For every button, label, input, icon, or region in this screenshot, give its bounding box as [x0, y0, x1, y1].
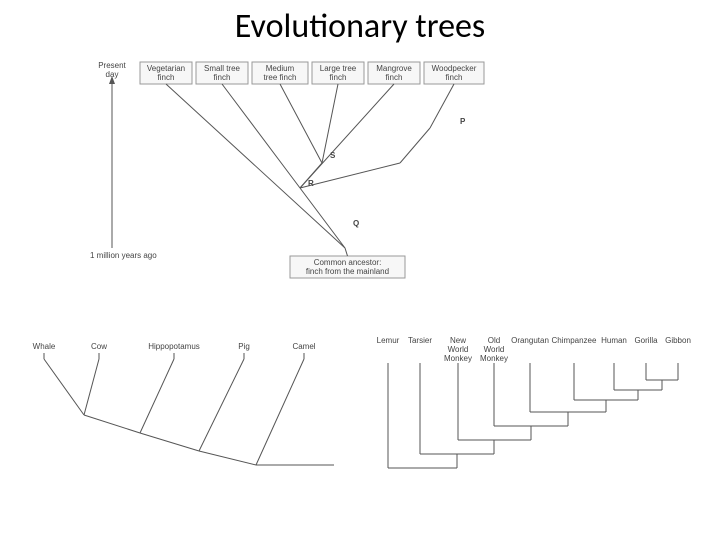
mammal-leaf-label: Hippopotamus: [148, 342, 200, 351]
primate-tree-diagram: Lemur Tarsier NewWorldMonkey OldWorldMonkey…: [370, 320, 700, 485]
finch-leaf-label: Mediumtree finch: [264, 64, 297, 82]
axis-top-label: Presentday: [98, 61, 126, 79]
primate-leaf-label: Chimpanzee: [552, 336, 597, 345]
mammal-leaf-label: Whale: [33, 342, 56, 351]
finch-tree-diagram: Presentday1 million years agoVegetarianf…: [90, 58, 520, 288]
finch-node-label: P: [460, 117, 466, 126]
primate-leaf-label: Human: [601, 336, 627, 345]
primate-leaf-label: Orangutan: [511, 336, 549, 345]
mammal-leaf-label: Pig: [238, 342, 250, 351]
primate-leaf-label: Tarsier: [408, 336, 432, 345]
primate-leaf-label: Gorilla: [634, 336, 658, 345]
axis-bottom-label: 1 million years ago: [90, 251, 157, 260]
primate-leaf-label: Lemur: [377, 336, 400, 345]
mammal-leaf-label: Camel: [292, 342, 315, 351]
finch-node-label: S: [330, 151, 336, 160]
ancestor-label: Common ancestor:finch from the mainland: [306, 258, 389, 276]
primate-leaf-label: Gibbon: [665, 336, 691, 345]
primate-leaf-label: NewWorldMonkey: [444, 336, 472, 363]
finch-node-label: R: [308, 179, 314, 188]
mammal-leaf-label: Cow: [91, 342, 107, 351]
finch-node-label: Q: [353, 219, 359, 228]
mammal-tree-diagram: Whale Cow Hippopotamus Pig Camel: [24, 335, 364, 475]
page-title: Evolutionary trees: [0, 6, 720, 47]
primate-leaf-label: OldWorldMonkey: [480, 336, 508, 363]
